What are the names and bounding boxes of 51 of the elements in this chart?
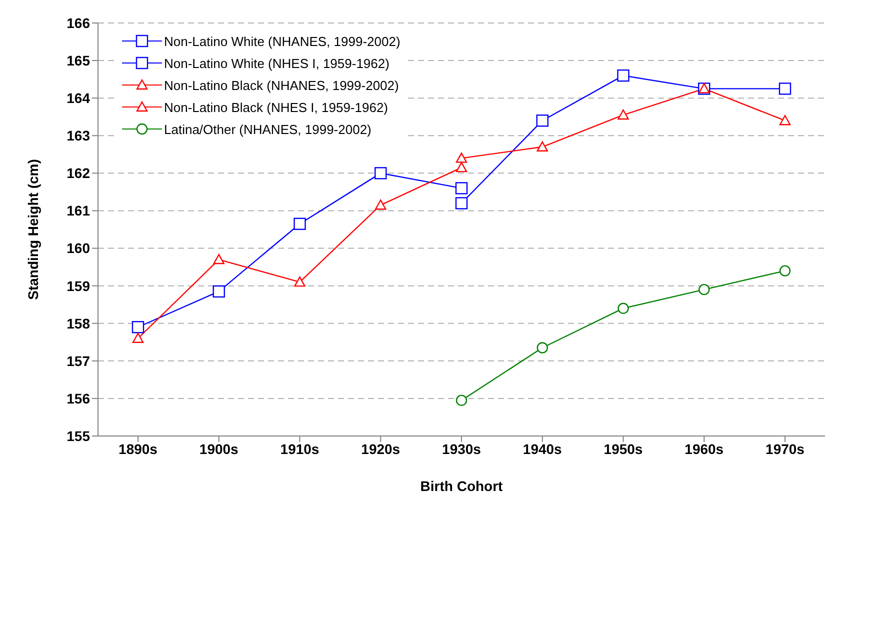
x-tick-label: 1960s [684,440,724,457]
y-tick-label: 165 [66,52,90,69]
point [536,114,548,127]
point [536,141,548,152]
legend-label: Non-Latino Black (NHES I, 1959-1962) [164,100,388,114]
y-tick-label: 166 [66,14,90,31]
y-tick-label: 164 [66,90,90,106]
y-tick-label: 161 [66,202,90,219]
point [778,82,792,95]
x-tick-label: 1970s [766,440,805,457]
point [455,182,468,194]
x-tick-label: 1890s [118,440,158,457]
point [213,254,224,264]
y-tick-label: 163 [66,128,90,144]
legend-label: Non-Latino Black (NHANES, 1999-2002) [164,78,399,92]
y-tick-label: 159 [66,278,90,294]
y-tick-label: 155 [66,428,90,444]
point [456,152,468,163]
x-tick-label: 1950s [604,440,643,457]
y-tick-label: 158 [66,315,90,332]
point [779,265,791,276]
point [698,284,710,296]
y-axis-title: Standing Height (cm) [24,159,41,300]
x-axis-title: Birth Cohort [420,478,504,494]
legend-label: Non-Latino White (NHES I, 1959-1962) [164,56,390,70]
point [618,109,629,120]
x-tick-label: 1900s [199,440,239,457]
point [617,69,630,82]
y-tick-label: 157 [66,352,90,369]
point [294,218,306,230]
y-tick-label: 162 [66,165,90,182]
point [374,167,387,180]
point [132,321,144,334]
legend-label: Non-Latino White (NHANES, 1999-2002) [164,34,400,48]
point [618,302,629,314]
y-tick-label: 160 [66,240,90,256]
point [132,332,144,343]
point [779,115,791,126]
point [456,162,468,172]
x-tick-label: 1930s [442,440,482,457]
legend-label: Latina/Other (NHANES, 1999-2002) [164,122,372,136]
x-tick-label: 1920s [361,440,400,457]
point [212,285,225,298]
y-tick-label: 156 [66,390,90,406]
point [456,394,468,406]
point [536,342,548,354]
x-tick-label: 1910s [280,440,320,457]
point [455,197,468,210]
x-tick-label: 1940s [522,440,562,457]
point [294,276,306,287]
point [375,199,386,210]
